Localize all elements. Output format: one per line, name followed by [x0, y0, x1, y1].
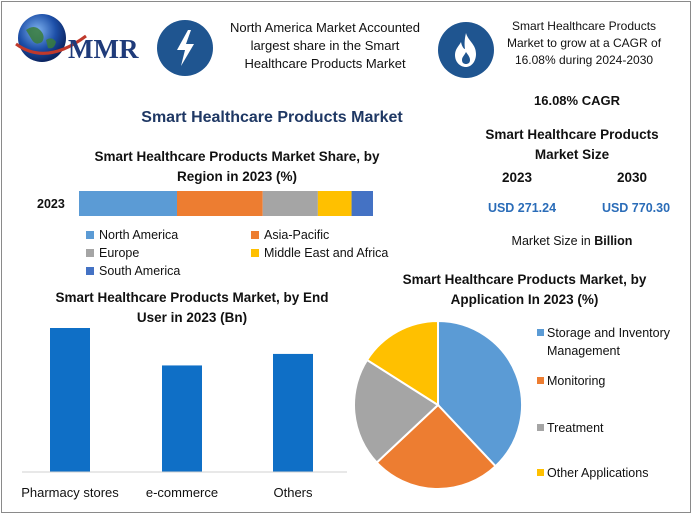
flame-icon: [455, 33, 476, 67]
lightning-icon-circle: [157, 20, 213, 76]
pie-legend-item: Storage and Inventory Management: [537, 324, 687, 360]
legend-swatch: [86, 267, 94, 275]
region-legend-item: Middle East and Africa: [251, 246, 388, 260]
market-year-2023: 2023: [501, 170, 533, 185]
legend-label: Treatment: [547, 421, 604, 435]
region-bar-category: 2023: [37, 197, 65, 211]
fact-left: North America Market Accounted largest s…: [229, 20, 421, 71]
region-legend-item: Europe: [86, 246, 139, 260]
logo-text: MMR: [68, 34, 139, 64]
lightning-icon: [177, 30, 194, 66]
legend-label: Storage and Inventory Management: [547, 326, 670, 358]
unit-bold: Billion: [594, 234, 633, 248]
pie-slice-1: [375, 403, 497, 490]
enduser-bar: [162, 365, 202, 472]
enduser-bar-chart: Pharmacy stores e-commerce Others: [21, 328, 347, 500]
enduser-bar: [50, 328, 90, 472]
legend-swatch: [537, 377, 544, 384]
enduser-category-label: Pharmacy stores: [21, 485, 119, 500]
pie-legend-item: Treatment: [537, 419, 687, 437]
market-value-2030: USD 770.30: [601, 201, 671, 215]
flame-icon-circle: [438, 22, 494, 78]
market-value-2023: USD 271.24: [487, 201, 557, 215]
region-bar-segment-4: [351, 191, 373, 216]
market-size-unit: Market Size in Billion: [482, 234, 662, 248]
unit-prefix: Market Size in: [511, 234, 591, 248]
enduser-category-label: e-commerce: [146, 485, 218, 500]
application-chart-title: Smart Healthcare Products Market, by App…: [402, 272, 647, 307]
region-stacked-bar-chart: [79, 191, 373, 216]
region-bar-segment-2: [262, 191, 318, 216]
enduser-category-label: Others: [273, 485, 313, 500]
region-bar-segment-3: [317, 191, 352, 216]
main-title: Smart Healthcare Products Market: [141, 109, 403, 126]
enduser-bar: [273, 353, 313, 472]
globe-icon: [15, 14, 87, 62]
pie-slice-2: [353, 358, 440, 464]
market-size-title: Smart Healthcare Products Market Size: [485, 127, 659, 162]
legend-label: Middle East and Africa: [264, 246, 389, 260]
region-bar-segment-0: [79, 191, 177, 216]
cagr-value: 16.08% CAGR: [534, 93, 620, 108]
legend-swatch: [251, 249, 259, 257]
legend-label: Monitoring: [547, 374, 606, 388]
pie-slice-0: [437, 319, 523, 468]
legend-swatch: [251, 231, 259, 239]
enduser-chart-title: Smart Healthcare Products Market, by End…: [55, 290, 329, 325]
region-legend-item: Asia-Pacific: [251, 228, 329, 242]
legend-label: Europe: [99, 246, 140, 260]
legend-label: South America: [99, 264, 181, 278]
legend-swatch: [537, 329, 544, 336]
legend-label: North America: [99, 228, 179, 242]
legend-swatch: [86, 231, 94, 239]
region-legend-item: South America: [86, 264, 180, 278]
market-year-2030: 2030: [616, 170, 648, 185]
legend-label: Asia-Pacific: [264, 228, 330, 242]
legend-swatch: [86, 249, 94, 257]
pie-legend-item: Other Applications: [537, 464, 687, 482]
mmr-logo: MMR: [12, 10, 142, 70]
region-bar-segment-1: [177, 191, 263, 216]
legend-swatch: [537, 469, 544, 476]
pie-legend-item: Monitoring: [537, 372, 687, 390]
region-chart-title: Smart Healthcare Products Market Share, …: [94, 149, 380, 184]
legend-label: Other Applications: [547, 466, 649, 480]
pie-slice-3: [365, 319, 439, 407]
fact-right: Smart Healthcare Products Market to grow…: [506, 19, 662, 67]
legend-swatch: [537, 424, 544, 431]
region-legend-item: North America: [86, 228, 178, 242]
